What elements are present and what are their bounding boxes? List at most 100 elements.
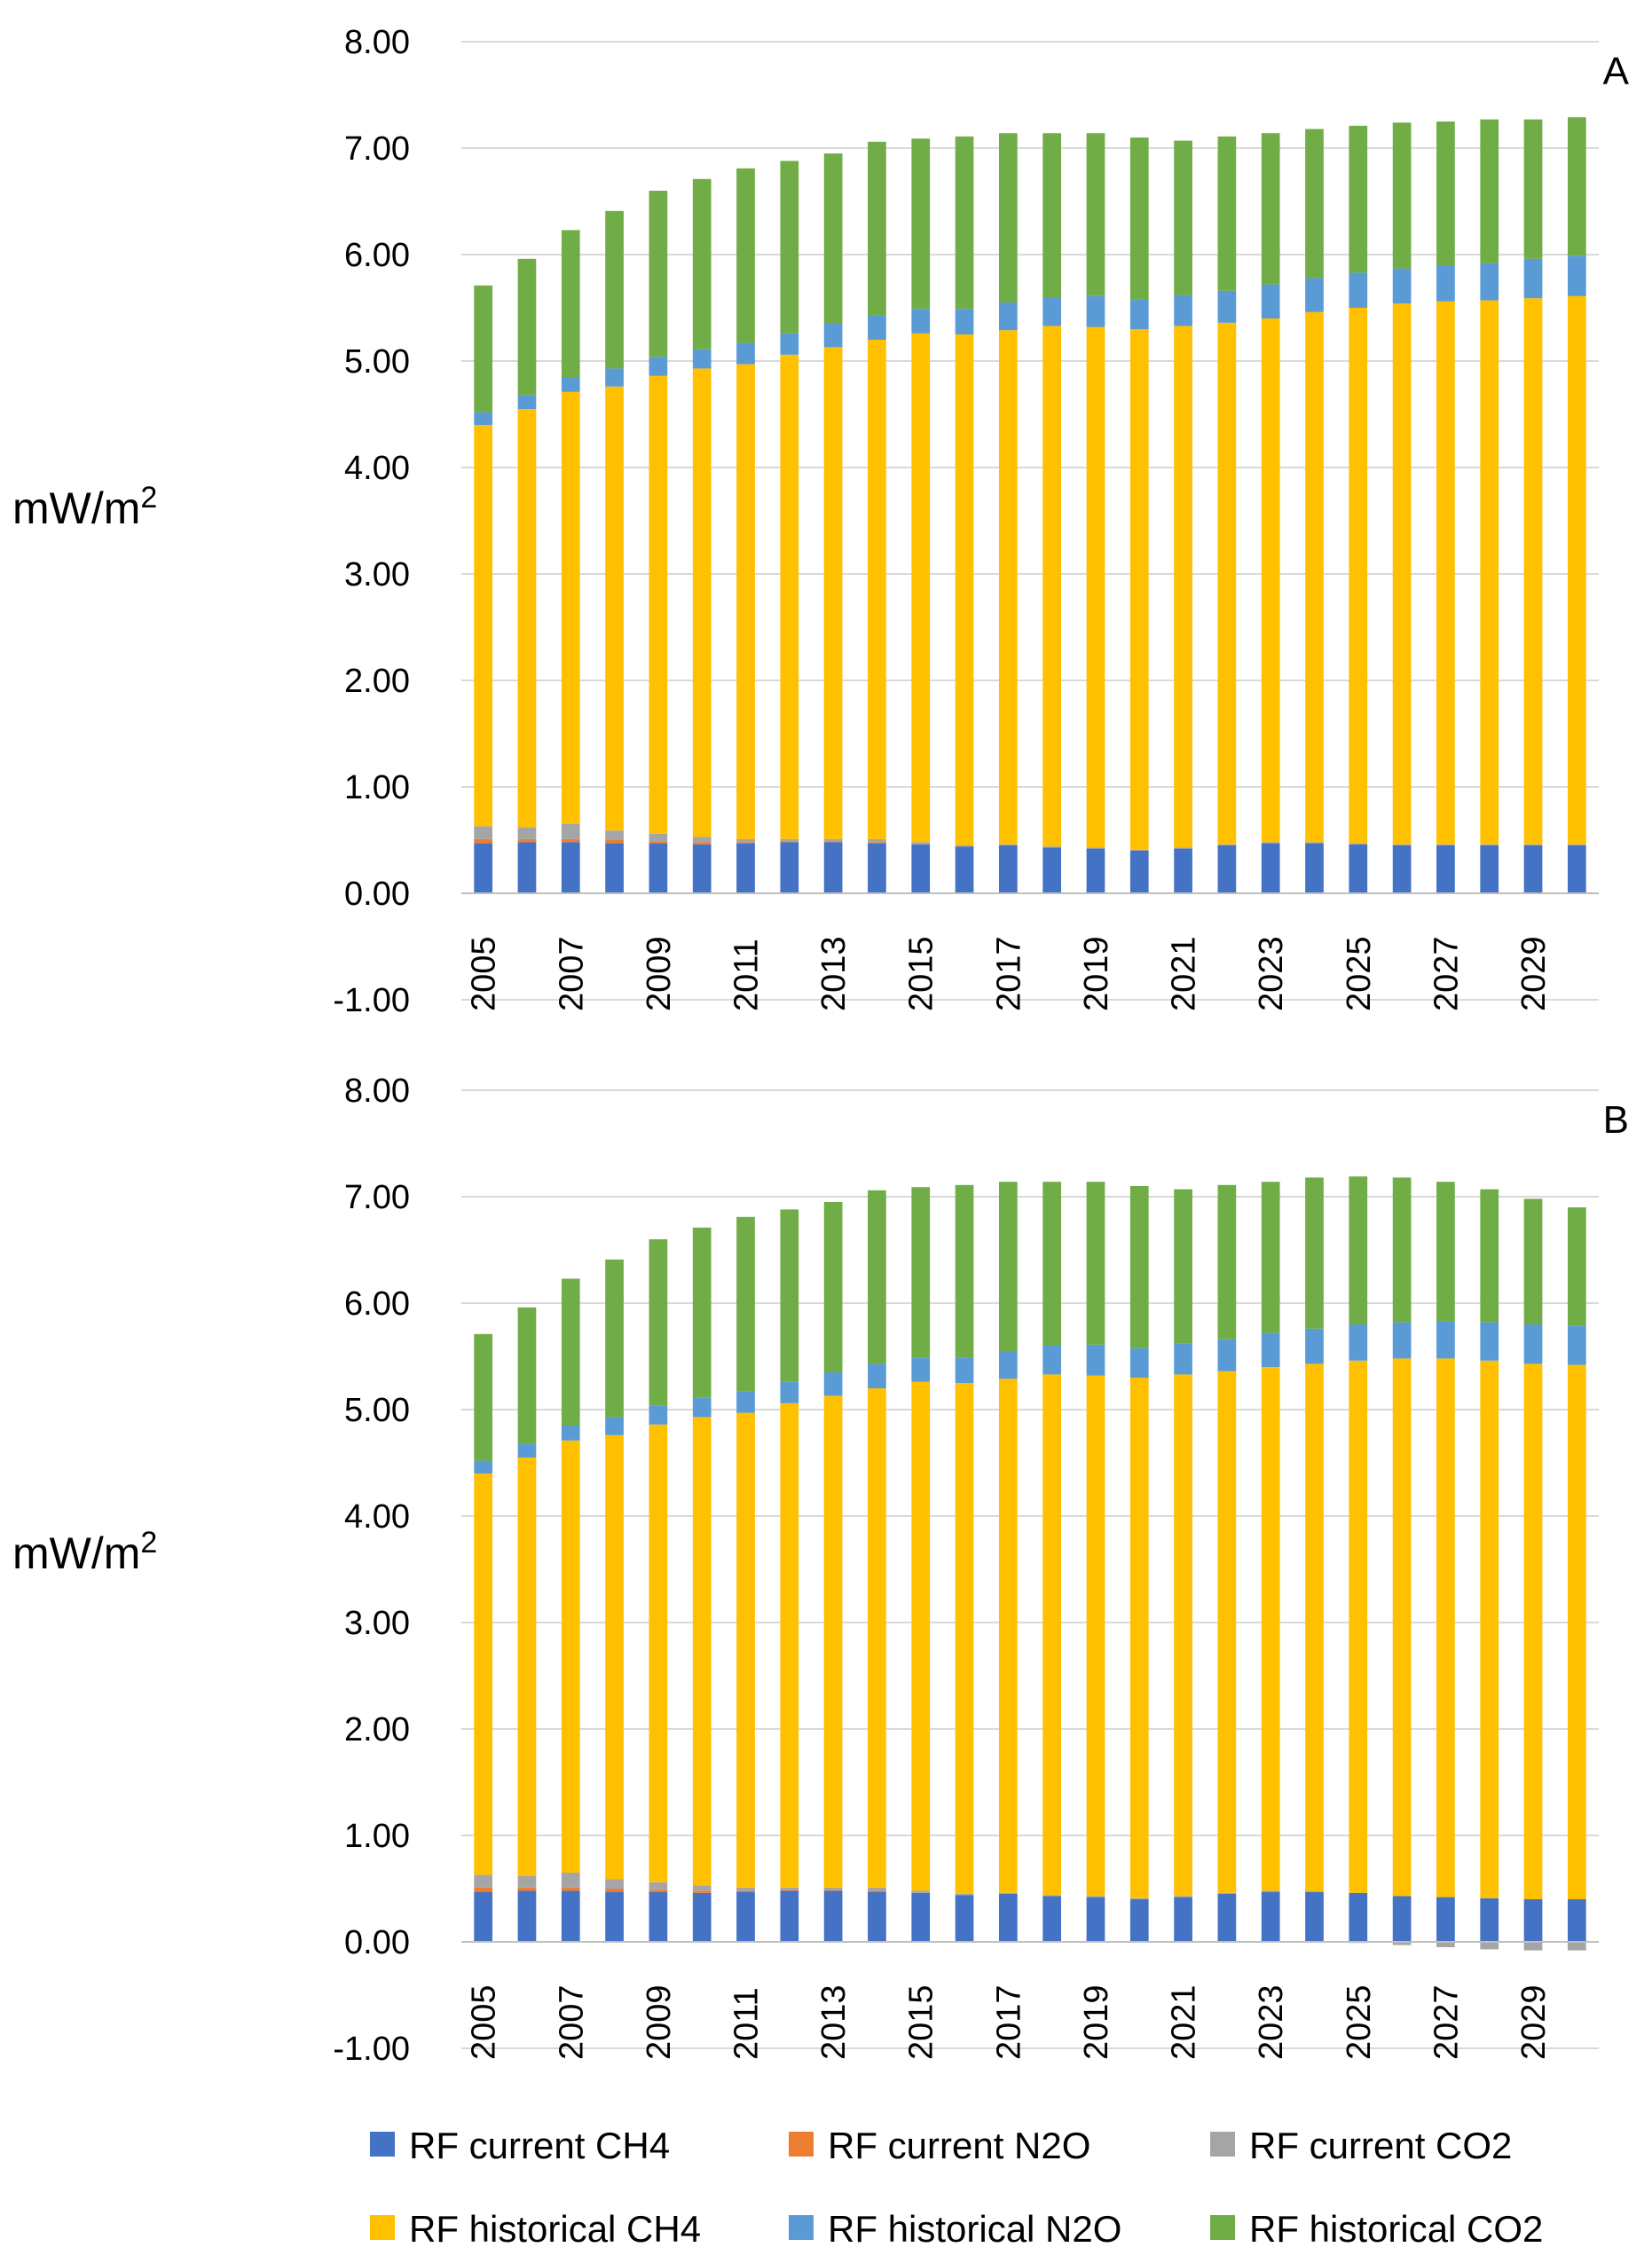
x-tick-label: 2013 [815, 936, 853, 1011]
bar-segment [1086, 1896, 1105, 1898]
bar-segment [736, 1391, 755, 1413]
bar-segment [1042, 1182, 1062, 1346]
bar-segment [649, 1239, 668, 1406]
y-tick-label: 3.00 [344, 1605, 410, 1642]
bar-segment [1392, 845, 1412, 893]
bar-segment [1261, 133, 1280, 285]
bar-segment [605, 1889, 624, 1892]
y-tick-label: 1.00 [344, 1818, 410, 1855]
bar-segment [1261, 1367, 1280, 1891]
bar-segment [1305, 842, 1324, 844]
bar-segment [911, 1187, 931, 1358]
bar-segment [1392, 1177, 1412, 1323]
bar-segment [605, 1417, 624, 1435]
bar-segment [561, 1278, 580, 1426]
bar-segment [1349, 1892, 1368, 1942]
bar-segment [561, 1890, 580, 1942]
x-tick-label: 2019 [1078, 936, 1115, 1011]
bar-segment [1392, 268, 1412, 304]
bar-segment [1217, 1894, 1237, 1942]
bar-segment [517, 409, 537, 828]
bar-segment [1305, 1363, 1324, 1892]
bar-segment [1086, 326, 1105, 848]
bar-segment [911, 1381, 931, 1891]
bar-segment [1436, 1321, 1455, 1359]
bar-segment [517, 1890, 537, 1942]
bar-segment [823, 1887, 843, 1890]
bar-segment [649, 843, 668, 893]
bar-segment [1392, 1358, 1412, 1897]
bar-segment [1523, 1899, 1543, 1942]
bar-segment [1480, 1322, 1499, 1361]
bar-segment [1392, 1942, 1412, 1945]
bar-segment [649, 841, 668, 844]
y-tick-label: 2.00 [344, 663, 410, 700]
bar-segment [605, 386, 624, 831]
bar-segment [605, 843, 624, 893]
bar-segment [955, 334, 974, 845]
bar-segment [1174, 1343, 1192, 1375]
panel-label: A [1603, 50, 1630, 93]
bar-segment [1129, 849, 1149, 851]
bar-segment [1042, 846, 1062, 848]
bar-segment [1567, 1325, 1586, 1365]
bar-segment [474, 285, 493, 413]
bar-segment [736, 364, 755, 839]
bar-segment [1480, 263, 1499, 301]
bar-segment [1086, 1344, 1105, 1376]
bar-segment [780, 161, 799, 334]
bar-segment [692, 1890, 712, 1893]
bar-segment [561, 1873, 580, 1888]
bar-segment [868, 1363, 886, 1388]
y-axis-label: mW/m2 [12, 1526, 157, 1578]
bar-segment [1261, 1182, 1280, 1333]
bar-segment [1349, 1324, 1368, 1361]
bar-segment [1217, 1892, 1237, 1894]
bar-segment [736, 342, 755, 365]
bar-segment [1129, 1899, 1149, 1942]
legend-item: RF historical CH4 [370, 2208, 701, 2250]
bar-segment [692, 178, 712, 350]
x-tick-label: 2009 [641, 936, 678, 1011]
bar-segment [911, 1890, 931, 1893]
x-tick-label: 2005 [466, 1984, 503, 2060]
y-tick-label: -1.00 [333, 2031, 410, 2068]
bar-segment [517, 1875, 537, 1888]
bar-segment [1305, 1328, 1324, 1364]
bar-segment [780, 841, 799, 843]
x-tick-label: 2011 [728, 1987, 766, 2060]
legend-item: RF historical N2O [789, 2208, 1121, 2250]
bar-segment [649, 191, 668, 358]
bar-segment [868, 1891, 886, 1942]
bar-segment [561, 1426, 580, 1441]
legend-label: RF current CH4 [409, 2125, 670, 2166]
legend-swatch [789, 2215, 814, 2240]
bar-segment [1305, 129, 1324, 279]
bar-segment [561, 377, 580, 392]
legend-label: RF current N2O [828, 2125, 1090, 2166]
bar-segment [823, 153, 843, 324]
x-tick-label: 2007 [553, 1984, 590, 2060]
y-axis-label-superscript: 2 [140, 481, 157, 515]
bar-segment [1567, 1207, 1586, 1326]
x-tick-label: 2017 [990, 1984, 1027, 2060]
bar-segment [1261, 1891, 1280, 1942]
bar-segment [605, 368, 624, 387]
bar-segment [955, 136, 974, 310]
bar-segment [649, 1424, 668, 1882]
bar-segment [1129, 851, 1149, 893]
bar-segment [605, 1259, 624, 1418]
x-tick-label: 2015 [903, 1984, 940, 2060]
bar-segment [823, 324, 843, 348]
bar-segment [1480, 119, 1499, 263]
x-tick-label: 2021 [1166, 1984, 1203, 2060]
bar-segment [823, 1202, 843, 1372]
bar-segment [692, 1885, 712, 1891]
bar-segment [1086, 295, 1105, 327]
bar-segment [736, 842, 755, 844]
bar-segment [1261, 284, 1280, 318]
bar-segment [649, 1405, 668, 1425]
bar-segment [955, 1383, 974, 1894]
bar-segment [1042, 1346, 1062, 1375]
bar-segment [1305, 278, 1324, 312]
